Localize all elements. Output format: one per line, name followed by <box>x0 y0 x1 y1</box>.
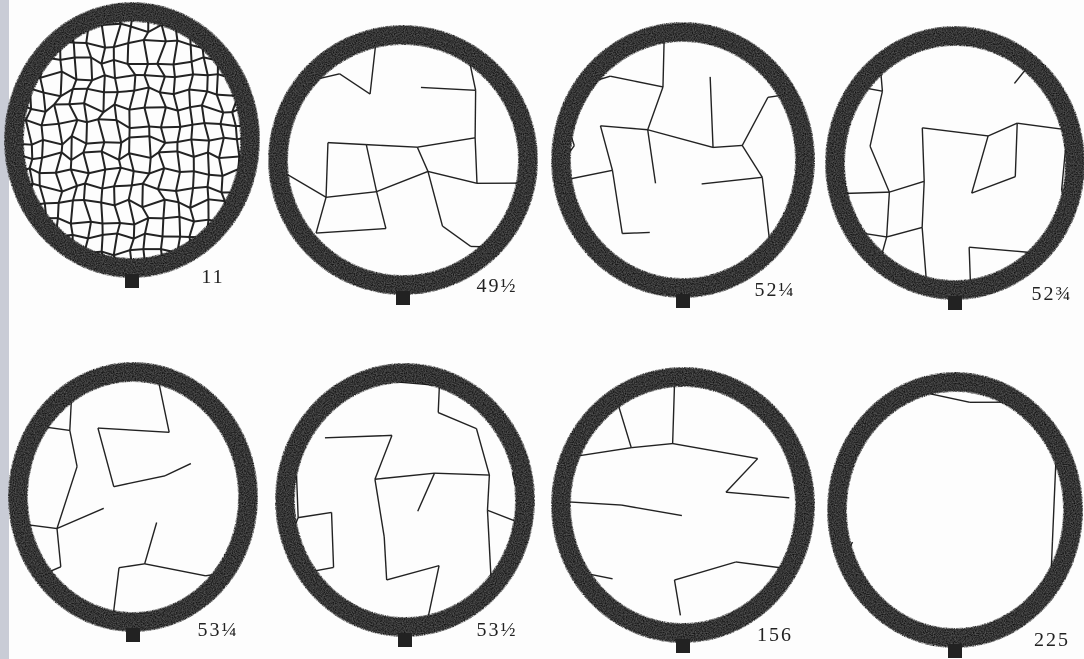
cell-wall <box>71 160 72 169</box>
panel-label: 225 <box>1034 629 1070 651</box>
cell-wall <box>209 175 223 176</box>
cell-wall <box>144 40 166 41</box>
cell-wall <box>149 158 150 174</box>
cell-wall <box>165 77 175 78</box>
cell-wall <box>91 57 92 80</box>
cell-wall <box>179 217 180 237</box>
cell-wall <box>86 122 87 143</box>
stem <box>948 644 962 658</box>
cell-wall <box>32 158 42 159</box>
cell-wall <box>193 187 208 188</box>
panel-label: 52¾ <box>1032 283 1073 305</box>
panel-label: 52¼ <box>755 279 796 301</box>
stem <box>398 633 412 647</box>
cell-wall <box>166 41 178 42</box>
stem <box>948 296 962 310</box>
cell-wall <box>159 151 178 152</box>
panel-label: 49½ <box>477 275 518 297</box>
cell-wall <box>128 43 129 64</box>
cell-wall <box>191 125 192 140</box>
panel-label: 53¼ <box>198 619 239 641</box>
cell-wall <box>207 75 208 91</box>
cell-wall <box>98 119 116 120</box>
cell-wall <box>161 127 180 128</box>
cell-wall <box>103 92 104 112</box>
cell-wall <box>101 203 102 224</box>
cell-wall <box>84 183 85 199</box>
cell-wall <box>60 60 61 72</box>
cell-wall <box>83 151 101 152</box>
cell-wall <box>114 186 115 205</box>
cell-wall <box>102 223 120 224</box>
cell-wall <box>475 90 476 138</box>
cell-wall <box>102 235 103 252</box>
cell-wall <box>149 127 161 128</box>
scan-edge <box>0 0 9 659</box>
cell-wall <box>101 189 102 203</box>
cell-wall <box>204 123 220 124</box>
cell-wall <box>130 249 143 250</box>
cell-wall <box>149 136 150 158</box>
cell-wall <box>134 225 135 239</box>
cell-wall <box>61 72 62 97</box>
stem <box>396 291 410 305</box>
stem <box>125 274 139 288</box>
cell-wall <box>179 202 180 217</box>
cell-wall <box>217 74 218 94</box>
cell-wall <box>208 152 209 174</box>
cell-wall <box>103 234 118 235</box>
panel-label: 156 <box>757 624 793 646</box>
cell-wall <box>105 47 114 48</box>
cell-wall <box>191 139 209 140</box>
cell-wall <box>114 60 115 78</box>
cell-wall <box>76 79 92 80</box>
cell-wall <box>114 185 132 186</box>
cell-wall <box>174 77 175 94</box>
cell-wall <box>163 200 164 219</box>
cell-wall <box>208 74 218 75</box>
cell-wall <box>74 43 75 58</box>
cell-wall <box>208 187 209 199</box>
panel-label: 11 <box>201 266 224 288</box>
cell-wall <box>208 141 209 153</box>
cell-wall <box>163 218 164 236</box>
cell-wall <box>193 171 194 188</box>
cell-wall <box>62 145 63 153</box>
stem <box>126 628 140 642</box>
cell-wall <box>193 74 208 75</box>
cell-wall <box>189 89 190 107</box>
cell-wall <box>104 75 105 92</box>
cell-wall <box>165 142 177 143</box>
cell-wall <box>86 142 104 143</box>
panel-label: 53½ <box>477 619 518 641</box>
cell-wall <box>134 75 135 91</box>
figure: 11 49½ 52¼ 52¾ 53¼ 53½ 156 225 <box>0 0 1084 659</box>
stem <box>676 294 690 308</box>
cell-wall <box>180 171 194 172</box>
cell-wall <box>222 176 223 193</box>
cell-wall <box>58 203 59 218</box>
cell-wall <box>157 64 173 65</box>
cell-wall <box>69 103 84 104</box>
cell-wall <box>236 126 237 139</box>
stem <box>676 639 690 653</box>
cell-wall <box>118 91 134 92</box>
cell-wall <box>129 136 149 137</box>
cell-wall <box>191 45 192 62</box>
cell-wall <box>42 140 43 158</box>
